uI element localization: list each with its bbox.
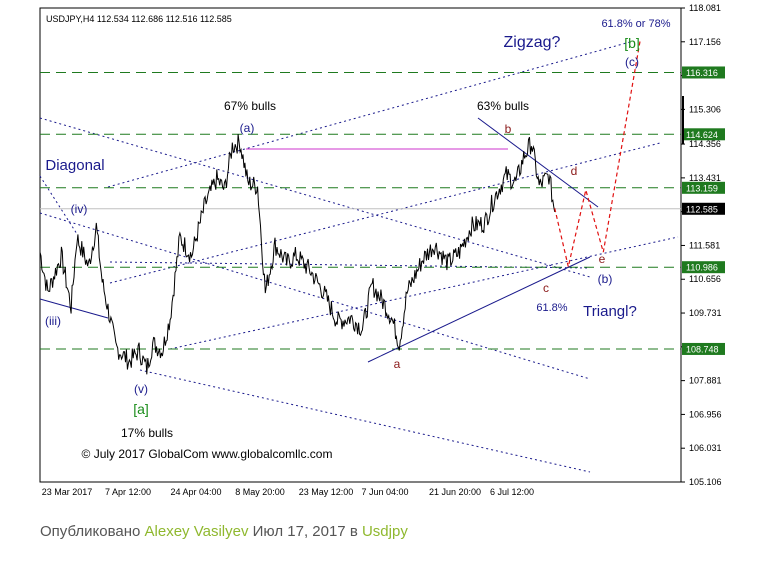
level-tag-1: 116.316 bbox=[686, 68, 718, 78]
wave-label-e: e bbox=[599, 252, 606, 266]
level-tag-3: 113.159 bbox=[686, 183, 718, 193]
wave-label-a: (a) bbox=[240, 121, 255, 135]
level-tag-bg-1 bbox=[682, 66, 725, 79]
y-tick-label-1: 118.081 bbox=[689, 3, 721, 13]
y-tick-label-9: 110.656 bbox=[689, 274, 721, 284]
trendline-resistance bbox=[477, 117, 599, 208]
symbol-link[interactable]: Usdjpy bbox=[361, 523, 408, 540]
trendline-diagonal bbox=[39, 298, 109, 319]
level-tag-5: 110.986 bbox=[686, 263, 718, 273]
wave-label-b-bracket: [b] bbox=[624, 35, 640, 51]
level-tag-bg-3 bbox=[682, 181, 725, 194]
wave-label-d: d bbox=[571, 164, 578, 178]
trendline-dotted-7 bbox=[169, 236, 679, 350]
y-tick-label-10: 109.731 bbox=[689, 308, 722, 318]
x-tick-label-7: 21 Jun 20:00 bbox=[429, 487, 481, 497]
y-tick-label-4: 115.306 bbox=[689, 104, 721, 114]
y-tick-label-6: 113.431 bbox=[689, 173, 721, 183]
level-tag-bg-2 bbox=[682, 128, 725, 141]
trendline-dotted-1 bbox=[39, 175, 78, 235]
wave-label-b-paren: (b) bbox=[598, 272, 613, 286]
trendline-dotted-3 bbox=[39, 117, 591, 278]
x-tick-label-5: 23 May 12:00 bbox=[299, 487, 354, 497]
x-tick-label-3: 24 Apr 04:00 bbox=[170, 487, 221, 497]
x-tick-label-8: 6 Jul 12:00 bbox=[490, 487, 534, 497]
zigzag-label: Zigzag? bbox=[504, 34, 561, 51]
x-tick-label-6: 7 Jun 04:00 bbox=[361, 487, 408, 497]
wave-label-b: b bbox=[505, 122, 512, 136]
chart-svg: 118.081117.156116.231115.306114.356113.4… bbox=[39, 3, 725, 497]
level-tag-bg-5 bbox=[682, 261, 725, 274]
y-tick-label-5: 114.356 bbox=[689, 139, 721, 149]
level-tag-bg-4 bbox=[682, 202, 725, 215]
wave-label-a-bracket: [a] bbox=[133, 401, 149, 417]
y-tick-label-15: 105.106 bbox=[689, 477, 722, 487]
y-tick-label-13: 106.956 bbox=[689, 409, 722, 419]
trendline-dotted-5 bbox=[139, 369, 591, 473]
y-tick-label-8: 111.581 bbox=[689, 240, 720, 250]
y-tick-label-14: 106.031 bbox=[689, 443, 722, 453]
trendline-dotted-4 bbox=[107, 41, 631, 188]
wave-label-iv: (iv) bbox=[71, 202, 88, 216]
diagonal-label: Diagonal bbox=[45, 157, 104, 174]
y-tick-label-2: 117.156 bbox=[689, 37, 721, 47]
price-series bbox=[39, 134, 556, 375]
scroll-indicator bbox=[682, 96, 684, 144]
trendline-support bbox=[367, 256, 591, 363]
y-tick-label-12: 107.881 bbox=[689, 376, 722, 386]
wave-label-iii: (iii) bbox=[45, 314, 61, 328]
level-tag-4: 112.585 bbox=[686, 204, 718, 214]
wave-label-c-paren: (c) bbox=[625, 55, 639, 69]
projection-series bbox=[554, 40, 641, 267]
bulls-17-label: 17% bulls bbox=[121, 426, 173, 440]
bulls-63-label: 63% bulls bbox=[477, 99, 529, 113]
fib-618-label: 61.8% bbox=[536, 302, 567, 314]
x-tick-label-1: 23 Mar 2017 bbox=[42, 487, 93, 497]
publication-footer: Опубликовано Alexey Vasilyev Июл 17, 201… bbox=[40, 523, 408, 540]
level-tag-6: 108.748 bbox=[686, 344, 719, 354]
chart-header: USDJPY,H4 112.534 112.686 112.516 112.58… bbox=[46, 14, 232, 24]
fib-target-label: 61.8% or 78% bbox=[601, 18, 670, 30]
price-chart: 118.081117.156116.231115.306114.356113.4… bbox=[39, 3, 725, 497]
wave-label-a-brown: a bbox=[394, 357, 401, 371]
triangle-label: Triangl? bbox=[583, 303, 637, 320]
wave-label-v: (v) bbox=[134, 382, 148, 396]
level-tag-bg-6 bbox=[682, 342, 725, 355]
x-tick-label-4: 8 May 20:00 bbox=[235, 487, 285, 497]
bulls-67-label: 67% bulls bbox=[224, 99, 276, 113]
published-label: Опубликовано bbox=[40, 523, 141, 540]
publication-date: Июл 17, 2017 в bbox=[252, 523, 358, 540]
wave-label-c: c bbox=[543, 281, 549, 295]
author-link[interactable]: Alexey Vasilyev bbox=[144, 523, 249, 540]
copyright-label: © July 2017 GlobalCom www.globalcomllc.c… bbox=[82, 447, 333, 461]
level-tag-2: 114.624 bbox=[686, 130, 718, 140]
x-tick-label-2: 7 Apr 12:00 bbox=[105, 487, 151, 497]
trendline-dotted-2 bbox=[39, 212, 591, 380]
